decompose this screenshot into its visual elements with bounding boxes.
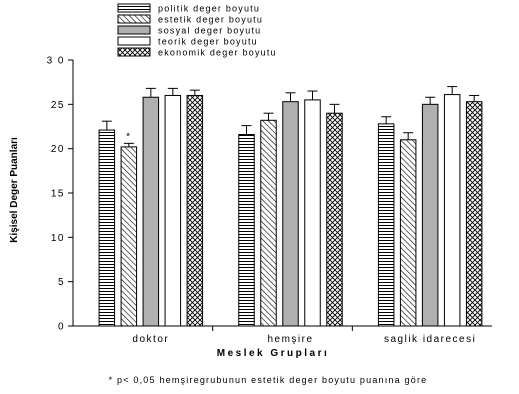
bar xyxy=(260,119,277,327)
y-tick-label: 3 0 xyxy=(47,56,65,67)
legend-label: estetik deger boyutu xyxy=(158,15,263,25)
y-axis-ticks: 0 5 10 15 20 25 3 0 xyxy=(47,56,73,333)
bar xyxy=(282,101,299,327)
y-tick-label: 0 xyxy=(58,322,65,333)
bar xyxy=(443,94,461,327)
x-tick-label: doktor xyxy=(132,334,169,345)
bar xyxy=(98,129,116,327)
legend-label: sosyal deger boyutu xyxy=(158,26,261,36)
legend-swatch xyxy=(117,3,151,13)
x-tick-label: hemşire xyxy=(267,334,313,345)
x-tick-label: saglik idarecesi xyxy=(384,334,476,345)
annotations: * xyxy=(126,131,131,142)
y-tick-label: 15 xyxy=(51,189,65,200)
y-tick-label: 25 xyxy=(51,100,65,111)
y-tick-label: 10 xyxy=(51,233,65,244)
legend-swatch xyxy=(117,14,151,24)
bar xyxy=(304,99,321,327)
bar xyxy=(164,94,182,327)
error-bars xyxy=(101,86,480,147)
y-axis-title: Kişisel Deger Puanları xyxy=(9,137,20,243)
bar xyxy=(326,112,343,327)
y-tick-label: 20 xyxy=(51,144,65,155)
legend-swatch xyxy=(117,36,151,46)
bar xyxy=(238,133,255,327)
footnote: * p< 0,05 hemşiregrubunun estetik deger … xyxy=(109,375,428,385)
bar xyxy=(186,94,204,327)
bar xyxy=(421,103,439,327)
legend-swatch xyxy=(117,47,151,57)
bar xyxy=(465,101,483,327)
bar xyxy=(377,123,395,327)
significance-marker: * xyxy=(126,131,131,142)
bar xyxy=(120,146,138,327)
x-axis-title: Meslek Grupları xyxy=(217,348,330,359)
legend-swatch xyxy=(117,25,151,35)
bars xyxy=(98,94,483,327)
y-tick-label: 5 xyxy=(58,277,65,288)
legend-label: teorik deger boyutu xyxy=(158,37,258,47)
bar xyxy=(399,139,417,327)
bar xyxy=(142,96,160,327)
legend-label: politik deger boyutu xyxy=(158,4,260,14)
legend-label: ekonomik deger boyutu xyxy=(158,48,277,58)
x-axis-ticks: doktor hemşire saglik idarecesi xyxy=(132,326,476,345)
